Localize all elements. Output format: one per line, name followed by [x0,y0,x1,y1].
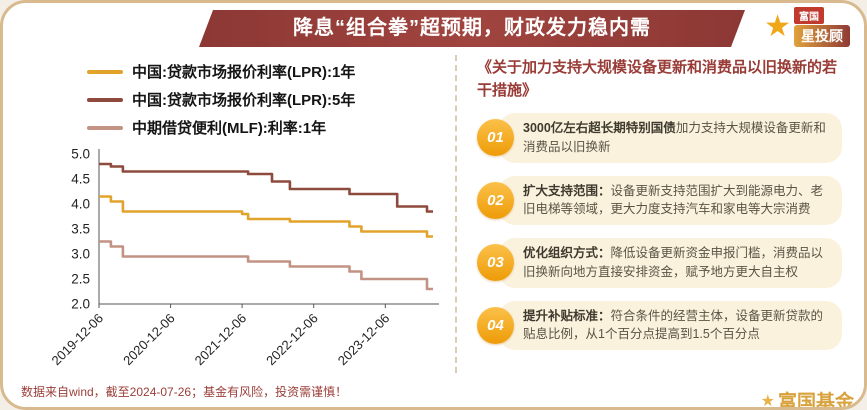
legend-label-lpr1y: 中国:贷款市场报价利率(LPR):1年 [132,64,356,81]
item-text: 扩大支持范围：设备更新支持范围扩大到能源电力、老旧电梯等领域，更大力度支持汽车和… [499,175,842,225]
item-text-bold: 优化组织方式： [523,246,611,260]
policy-items: 01 3000亿左右超长期特别国债加力支持大规模设备更新和消费品以旧换新 02 … [477,113,842,350]
svg-text:4.5: 4.5 [71,172,90,187]
legend-item-mlf: 中期借贷便利(MLF):利率:1年 [87,115,455,140]
data-source-disclaimer: 数据来自wind，截至2024-07-26；基金有风险，投资需谨慎！ [21,385,348,399]
legend-label-mlf: 中期借贷便利(MLF):利率:1年 [132,120,327,137]
item-number-badge: 03 [477,244,514,282]
svg-text:3.5: 3.5 [71,222,90,237]
legend-label-lpr5y: 中国:贷款市场报价利率(LPR):5年 [132,92,356,109]
item-text-bold: 扩大支持范围： [523,183,611,198]
svg-text:5.0: 5.0 [71,147,90,162]
brand-logo: ★ 富国 星投顾 [764,7,850,47]
lpr-mlf-chart: 2.0 2.5 3.0 3.5 4.0 4.5 5.0 2019-12-06 2020-12-0… [48,147,439,369]
svg-text:2023-12-06: 2023-12-06 [335,311,393,369]
legend-item-lpr1y: 中国:贷款市场报价利率(LPR):1年 [87,59,455,84]
item-text: 3000亿左右超长期特别国债加力支持大规模设备更新和消费品以旧换新 [499,113,842,163]
item-number-badge: 02 [477,181,514,219]
list-item: 02 扩大支持范围：设备更新支持范围扩大到能源电力、老旧电梯等领域，更大力度支持… [477,175,842,225]
brand-watermark-text: 富国基金 [777,392,854,410]
svg-text:2.0: 2.0 [71,297,90,312]
brand-watermark: ★ 富国基金 [760,387,854,410]
legend-swatch-lpr5y [87,97,123,102]
header-banner: 降息“组合拳”超预期，财政发力稳内需 [199,10,745,47]
list-item: 03 优化组织方式：降低设备更新资金申报门槛，消费品以旧换新向地方直接安排资金，… [477,238,842,288]
svg-text:2.5: 2.5 [71,272,90,287]
brand-logo-text: 富国 星投顾 [794,7,850,47]
svg-text:2020-12-06: 2020-12-06 [120,311,178,369]
policy-title: 《关于加力支持大规模设备更新和消费品以旧换新的若干措施》 [477,59,838,99]
item-text-rest: 降低设备更新资金申报门槛，消费品以旧换新向地方直接安排资金，赋予地方更大自主权 [523,246,824,279]
legend-swatch-lpr1y [87,69,123,74]
item-number-badge: 04 [477,306,514,344]
chart-legend: 中国:贷款市场报价利率(LPR):1年 中国:贷款市场报价利率(LPR):5年 … [87,59,455,140]
item-text-rest: 符合条件的经营主体，设备更新贷款的贴息比例，从1个百分点提高到1.5个百分点 [523,308,824,342]
vertical-dashed-divider [455,55,457,373]
item-text: 提升补贴标准：符合条件的经营主体，设备更新贷款的贴息比例，从1个百分点提高到1.… [499,300,842,350]
item-text-rest: 设备更新支持范围扩大到能源电力、老旧电梯等领域，更大力度支持汽车和家电等大宗消费 [523,183,824,217]
brand-badge: 富国 [794,7,824,24]
star-icon: ★ [760,392,775,410]
item-text: 优化组织方式：降低设备更新资金申报门槛，消费品以旧换新向地方直接安排资金，赋予地… [499,238,842,288]
item-number-badge: 01 [477,119,514,157]
content-area: 中国:贷款市场报价利率(LPR):1年 中国:贷款市场报价利率(LPR):5年 … [3,53,864,381]
item-text-bold: 提升补贴标准： [523,308,611,323]
chart-section: 中国:贷款市场报价利率(LPR):1年 中国:贷款市场报价利率(LPR):5年 … [3,53,455,381]
page-title: 降息“组合拳”超预期，财政发力稳内需 [293,17,651,39]
legend-item-lpr5y: 中国:贷款市场报价利率(LPR):5年 [87,87,455,112]
policy-panel: 《关于加力支持大规模设备更新和消费品以旧换新的若干措施》 01 3000亿左右超… [463,53,864,381]
svg-text:3.0: 3.0 [71,247,90,262]
list-item: 01 3000亿左右超长期特别国债加力支持大规模设备更新和消费品以旧换新 [477,113,842,163]
legend-swatch-mlf [87,125,123,130]
svg-text:4.0: 4.0 [71,197,90,212]
list-item: 04 提升补贴标准：符合条件的经营主体，设备更新贷款的贴息比例，从1个百分点提高… [477,300,842,350]
item-text-bold: 3000亿左右超长期特别国债 [523,121,676,135]
svg-text:2022-12-06: 2022-12-06 [263,311,321,369]
star-icon: ★ [764,10,791,43]
product-name: 星投顾 [794,25,850,47]
svg-text:2021-12-06: 2021-12-06 [192,311,250,369]
item-text-rest: 加力支持大规模设备更新和消费品以旧换新 [523,121,826,154]
svg-text:2019-12-06: 2019-12-06 [48,311,106,369]
